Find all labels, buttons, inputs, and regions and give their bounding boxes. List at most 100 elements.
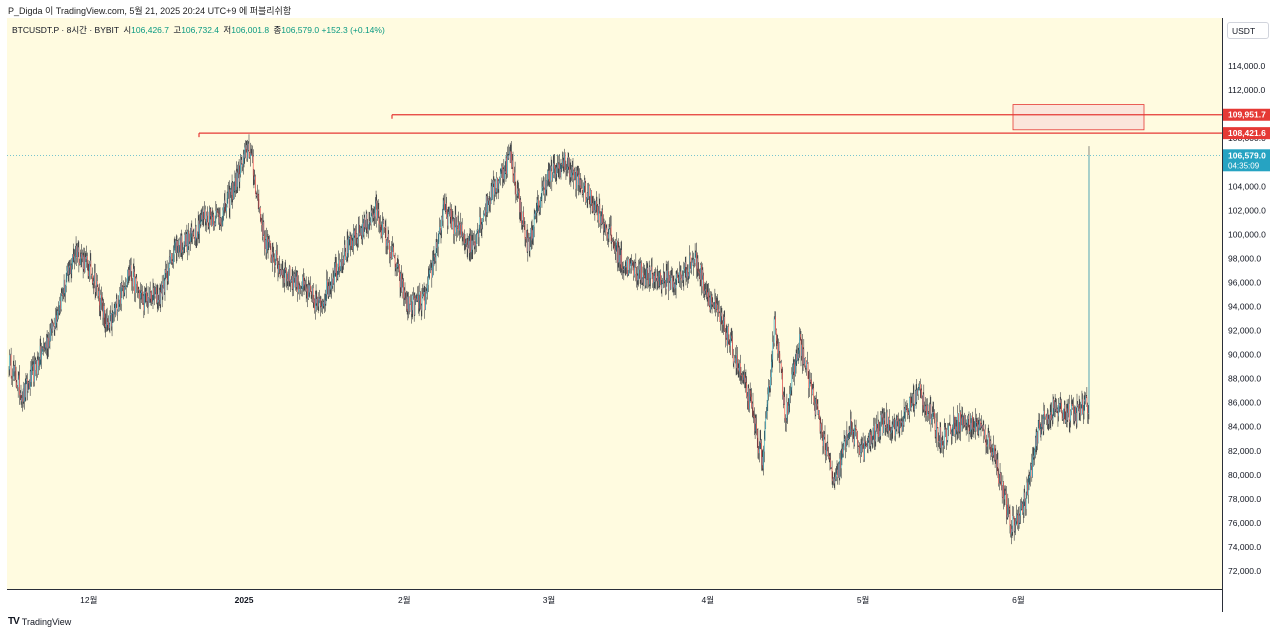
candle-body (216, 210, 217, 212)
candle-body (971, 415, 973, 430)
candle-body (726, 332, 728, 345)
candle-body (161, 283, 162, 293)
candle-body (603, 223, 605, 231)
candle-body (721, 312, 723, 324)
candle-body (850, 418, 851, 432)
candle-body (127, 269, 129, 277)
candle-body (34, 361, 35, 382)
candle-body (334, 267, 336, 274)
candle-body (702, 269, 704, 276)
candle-body (469, 235, 471, 253)
candle-body (286, 270, 287, 279)
candle-body (874, 439, 876, 442)
candle-body (372, 214, 374, 219)
candle-body (869, 432, 870, 441)
candle-body (1021, 502, 1023, 504)
candle-body (1003, 481, 1004, 500)
candle-body (22, 388, 24, 403)
candle-body (687, 269, 688, 279)
candle-body (240, 163, 241, 175)
candle-body (12, 378, 13, 380)
candle-body (653, 275, 655, 283)
symbol-name[interactable]: BTCUSDT.P · 8시간 · BYBIT (12, 25, 119, 35)
candle-body (485, 210, 486, 216)
candle-body (27, 378, 28, 391)
candle-body (802, 349, 804, 365)
candle-body (982, 426, 983, 429)
candle-body (988, 432, 990, 438)
candle-body (960, 418, 962, 431)
candle-body (720, 312, 722, 317)
candle-body (386, 240, 387, 247)
candle-body (418, 295, 419, 309)
candle-body (622, 269, 624, 271)
candle-body (118, 304, 119, 311)
candle-body (660, 272, 661, 285)
candle-body (639, 264, 641, 280)
candle-body (488, 198, 490, 205)
candle-body (450, 210, 452, 217)
candle-body (617, 247, 619, 263)
candle-body (1069, 420, 1071, 423)
candle-body (541, 187, 543, 199)
candle-body (1082, 410, 1084, 414)
candle-body (610, 226, 611, 228)
candle-body (931, 411, 933, 419)
candle-body (624, 266, 626, 268)
candle-body (329, 286, 330, 290)
candle-body (730, 335, 731, 346)
candle-body (331, 278, 333, 287)
candle-body (156, 294, 158, 303)
candle-body (186, 233, 188, 252)
candle-body (239, 174, 241, 182)
candle-body (147, 296, 148, 302)
candle-body (592, 203, 594, 212)
candle-body (833, 477, 834, 482)
candle-body (178, 246, 180, 253)
candle-body (982, 425, 984, 429)
currency-selector[interactable]: USDT (1227, 22, 1269, 39)
candle-body (506, 157, 507, 174)
candle-body (857, 432, 858, 443)
candle-body (486, 196, 488, 212)
candle-body (21, 398, 23, 402)
candle-body (538, 199, 539, 208)
candle-body (996, 459, 998, 467)
candle-body (363, 217, 365, 235)
candle-body (90, 260, 92, 276)
candle-body (986, 444, 988, 447)
candle-body (960, 412, 961, 431)
candle-body (309, 285, 311, 293)
candle-body (16, 382, 18, 388)
candle-body (670, 275, 672, 290)
y-tick-label: 84,000.0 (1228, 422, 1261, 432)
candle-body (15, 370, 17, 383)
candle-body (923, 394, 925, 410)
candle-body (96, 281, 97, 286)
candle-body (51, 320, 53, 332)
candle-body (672, 281, 674, 288)
candle-body (651, 266, 652, 272)
y-tick-label: 78,000.0 (1228, 494, 1261, 504)
candle-body (276, 250, 277, 255)
candle-body (953, 415, 955, 423)
candle-body (141, 290, 143, 293)
candle-body (635, 263, 637, 275)
candle-body (44, 343, 46, 350)
candle-body (856, 429, 858, 433)
candle-body (1037, 427, 1039, 443)
candle-body (1022, 503, 1023, 513)
candle-body (250, 153, 251, 158)
candle-body (611, 240, 613, 242)
candle-body (65, 278, 67, 286)
candle-body (390, 250, 392, 258)
candle-body (478, 227, 480, 238)
candle-body (805, 367, 807, 369)
candle-body (565, 169, 567, 171)
candle-body (778, 342, 779, 354)
candle-body (725, 331, 726, 338)
candle-body (93, 281, 95, 284)
candle-body (755, 417, 757, 424)
candle-body (570, 169, 572, 178)
candle-body (1079, 408, 1081, 414)
